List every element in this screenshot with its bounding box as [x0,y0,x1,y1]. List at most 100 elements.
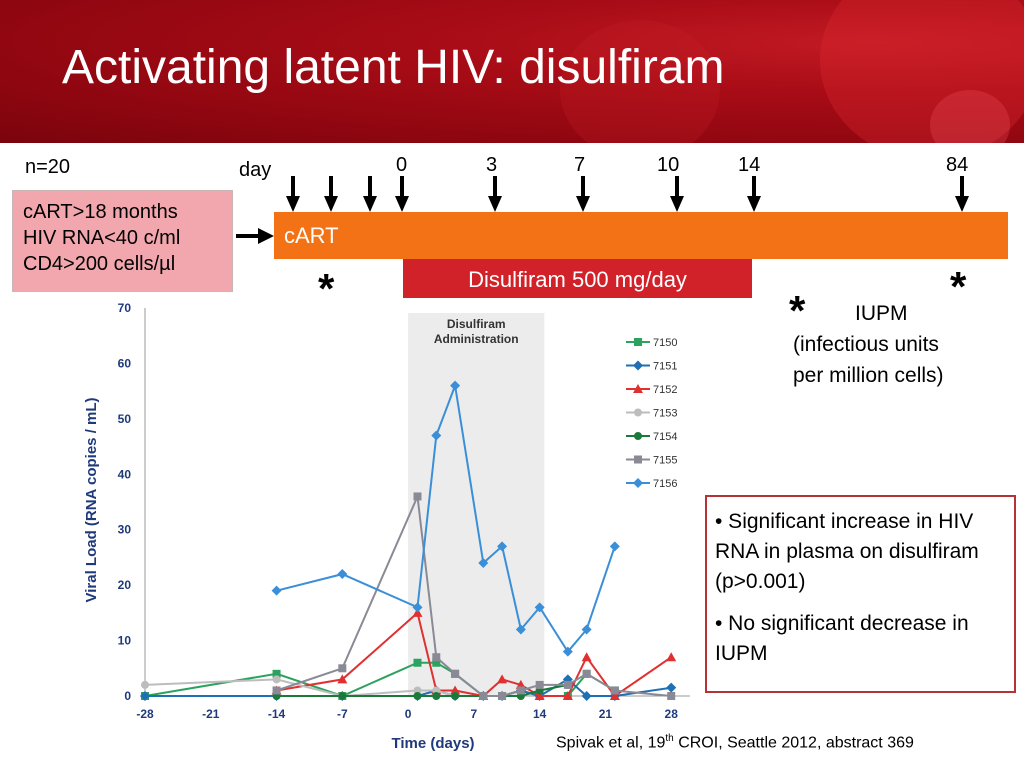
data-point [666,682,677,693]
data-point [412,602,423,613]
data-point [581,624,592,635]
data-point [432,692,441,700]
conclusions-box: • Significant increase in HIV RNA in pla… [705,495,1016,693]
data-point [478,557,489,568]
data-point [498,692,507,700]
legend-label: 7154 [653,431,677,443]
iupm-star-baseline: * [318,265,335,312]
data-point [667,692,676,700]
iupm-def-line1: (infectious units [793,333,939,356]
day-label: day [239,159,272,181]
iupm-star-legend: * [789,287,806,334]
x-tick-label: -7 [337,707,348,721]
x-tick-label: -14 [268,707,286,721]
cart-label: cART [284,223,339,248]
conclusion-iupm: • No significant decrease in IUPM [715,612,969,665]
sample-arrow-icon [747,176,761,212]
data-point [634,408,642,417]
legend-label: 7151 [653,361,677,373]
data-point [272,669,281,678]
data-point [337,569,348,580]
data-point [562,646,573,657]
x-tick-label: 14 [533,707,547,721]
x-tick-label: 28 [665,707,679,721]
day-marker-7: 7 [574,154,586,176]
y-tick-label: 30 [118,523,132,537]
y-tick-label: 0 [124,689,131,703]
data-point [413,492,422,501]
sample-arrow-icon [324,176,338,212]
data-point [562,691,573,700]
data-point [451,692,460,700]
data-point [432,658,441,667]
sample-arrow-icon [670,176,684,212]
citation: Spivak et al, 19th CROI, Seattle 2012, a… [556,733,914,752]
sample-arrow-icon [576,176,590,212]
legend-label: 7152 [653,384,677,396]
y-axis-label: Viral Load (RNA copies / mL) [83,397,100,602]
sample-arrow-icon [286,176,300,212]
data-point [497,541,508,552]
iupm-star-day84: * [950,263,967,310]
iupm-legend: IUPM (infectious units per million cells… [793,298,944,391]
x-tick-label: 7 [471,707,478,721]
data-point [609,691,620,700]
data-point [633,478,643,488]
data-point [432,653,441,662]
citation-sup: th [665,733,674,744]
criteria-art: cART>18 months [23,201,178,223]
legend-label: 7153 [653,408,677,420]
data-point [413,658,422,667]
legend-label: 7150 [653,337,677,349]
series-line-7154 [276,683,568,697]
sample-arrow-icon [363,176,377,212]
data-point [272,675,281,684]
enrollment-criteria-box: cART>18 months HIV RNA<40 c/ml CD4>200 c… [12,190,233,292]
data-point [450,380,461,391]
right-arrow-icon [236,228,274,244]
data-point [140,691,150,701]
data-point [666,652,677,662]
data-point [338,692,347,700]
shaded-region-label: Disulfiram [447,317,506,331]
title-banner: Activating latent HIV: disulfiram [0,0,1024,143]
y-tick-label: 10 [118,634,132,648]
data-point [634,338,642,346]
data-point [432,686,441,695]
slide-title: Activating latent HIV: disulfiram [62,41,725,94]
data-point [634,455,642,464]
data-point [582,669,591,678]
day-marker-14: 14 [738,154,761,176]
data-point [610,686,619,695]
data-point [141,680,149,689]
legend-label: 7155 [653,455,677,467]
x-tick-label: -21 [202,707,220,721]
x-tick-label: 21 [599,707,613,721]
y-tick-label: 60 [118,356,132,370]
y-tick-label: 40 [118,467,132,481]
data-point [534,691,545,700]
data-point [516,686,525,695]
data-point [515,624,526,635]
data-point [271,585,282,596]
citation-prefix: Spivak et al, 19 [556,734,666,752]
disulfiram-bar: Disulfiram 500 mg/day [403,259,752,298]
data-point [581,691,592,701]
y-tick-label: 50 [118,412,132,426]
conclusion-rna: • Significant increase in HIV RNA in pla… [715,510,979,593]
criteria-rna: HIV RNA<40 c/ml [23,227,181,249]
sample-arrow-icon [395,176,409,212]
data-point [634,432,642,440]
disulfiram-label: Disulfiram 500 mg/day [468,267,687,292]
x-tick-label: 0 [405,707,412,721]
legend-label: 7156 [653,478,677,490]
data-point [451,669,460,678]
iupm-def-line2: per million cells) [793,364,944,387]
shaded-region-label: Administration [434,332,519,346]
data-point [535,680,544,689]
n-label: n=20 [25,156,71,178]
data-point [633,384,643,393]
iupm-term: IUPM [855,302,908,325]
cart-bar: cART [274,212,1008,259]
